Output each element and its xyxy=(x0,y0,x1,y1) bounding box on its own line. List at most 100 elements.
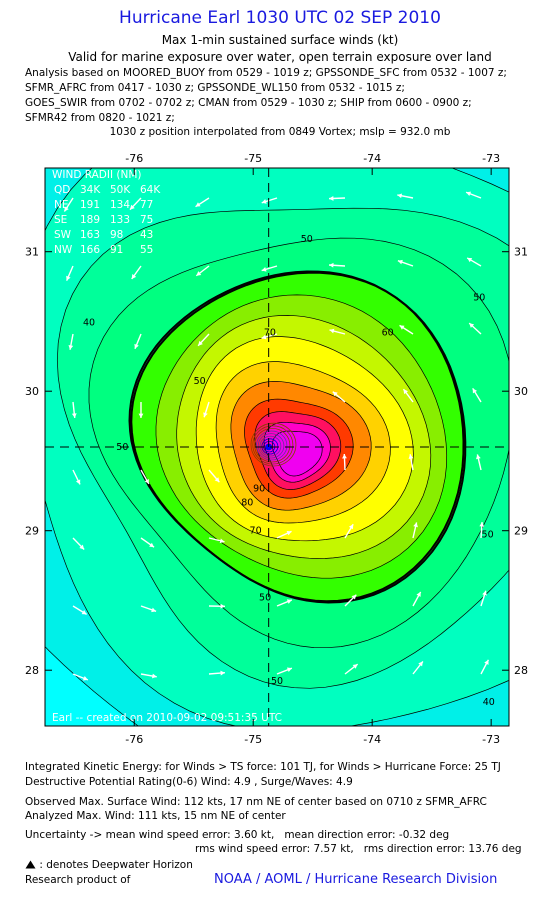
contour-label: 60 xyxy=(382,327,394,338)
wind-radii-cell: 133 xyxy=(110,214,130,226)
wind-radii-cell: 191 xyxy=(80,199,100,211)
wind-vector-head xyxy=(397,259,403,265)
chart-subtitle-2: Valid for marine exposure over water, op… xyxy=(68,50,492,64)
wind-radii-cell: SE xyxy=(54,214,67,226)
y-tick-label-right: 31 xyxy=(514,246,528,259)
wind-vector-head xyxy=(66,275,71,281)
wind-vector-head xyxy=(195,202,201,207)
x-tick-label-top: -75 xyxy=(244,152,262,165)
eye-contour xyxy=(257,433,285,459)
wind-vector-head xyxy=(64,206,69,212)
y-tick-label-left: 29 xyxy=(25,525,39,538)
wind-vector-head xyxy=(138,413,144,418)
uncertainty-line: Uncertainty -> mean wind speed error: 3.… xyxy=(25,829,449,841)
eye-contour xyxy=(256,430,288,461)
wind-vector-head xyxy=(467,257,473,263)
eye-contour xyxy=(261,438,279,455)
contour-label: 80 xyxy=(241,498,253,509)
wind-vectors xyxy=(63,191,490,681)
contour-label: 50 xyxy=(116,442,128,453)
y-tick-label-right: 29 xyxy=(514,525,528,538)
wind-radii-table: WIND RADII (NM) QD 34K 50K 64K NE 191 134 77 SE 1… xyxy=(52,169,161,256)
wind-vector-head xyxy=(261,199,267,204)
plot-frame xyxy=(44,167,510,727)
wind-radii-title: WIND RADII (NM) xyxy=(52,169,142,181)
x-tick-label-top: -73 xyxy=(482,152,500,165)
wind-radii-cell: SW xyxy=(54,229,72,241)
rms-speed: rms wind speed error: 7.57 kt, xyxy=(195,843,354,855)
contour-label: 50 xyxy=(194,376,206,387)
wind-radii-cell: 98 xyxy=(110,229,123,241)
wind-radii-cell: 134 xyxy=(110,199,130,211)
wind-vector-head xyxy=(75,479,81,485)
center-crosshair xyxy=(45,168,509,726)
position-note: 1030 z position interpolated from 0849 V… xyxy=(109,126,451,138)
wind-vector-head xyxy=(416,591,421,597)
wind-vector-head xyxy=(399,325,405,330)
wind-vector-head xyxy=(484,659,489,665)
contour-label: 50 xyxy=(259,592,271,603)
y-tick-label-left: 31 xyxy=(25,246,39,259)
wind-vector-head xyxy=(348,524,354,530)
wind-vector-head xyxy=(466,191,472,197)
wind-vector-head xyxy=(482,590,487,596)
y-tick-label-right: 30 xyxy=(514,385,528,398)
analysis-line: SFMR_AFRC from 0417 - 1030 z; GPSSONDE_W… xyxy=(25,82,405,94)
contour-label: 40 xyxy=(83,318,95,329)
x-tick-label-bottom: -73 xyxy=(482,733,500,746)
wind-vector-head xyxy=(479,522,485,527)
wind-radii-cell: NW xyxy=(54,244,73,256)
deepwater-horizon-icon xyxy=(25,860,36,869)
axis-ticks xyxy=(45,168,509,726)
wind-vector-head xyxy=(71,413,77,418)
wind-vector-head xyxy=(219,538,225,544)
contour-lines xyxy=(128,270,465,603)
wind-vector-head xyxy=(261,267,267,272)
wind-vector-head xyxy=(203,412,208,418)
contour-line-50 xyxy=(128,270,465,603)
wind-vector-head xyxy=(82,676,88,681)
chart-title: Hurricane Earl 1030 UTC 02 SEP 2010 xyxy=(119,8,441,28)
contour-fills xyxy=(45,168,509,726)
eye-contour xyxy=(254,428,291,463)
contour-label: 50 xyxy=(473,293,485,304)
axis-tick-labels: -76 -76 -75 -75 -74 -74 -73 -73 28 28 29 29 30 30 31 31 xyxy=(25,152,528,746)
dpr-line: Destructive Potential Rating(0-6) Wind: … xyxy=(25,776,353,788)
eye-contours xyxy=(250,422,297,467)
credit-text: Earl -- created on 2010-09-02 09:51:35 U… xyxy=(52,712,282,724)
wind-vector-head xyxy=(397,193,403,199)
wind-vector-head xyxy=(151,607,157,613)
x-tick-label-bottom: -76 xyxy=(125,733,143,746)
x-tick-label-bottom: -74 xyxy=(363,733,381,746)
analysis-line: SFMR42 from 0820 - 1021 z; xyxy=(25,112,175,124)
uncertainty-direction: mean direction error: -0.32 deg xyxy=(284,829,450,841)
analysis-line: Analysis based on MOORED_BUOY from 0529 … xyxy=(25,67,507,79)
wind-vector-head xyxy=(79,544,85,550)
rms-direction: rms direction error: 13.76 deg xyxy=(363,843,522,855)
wind-vector-head xyxy=(81,610,87,615)
wind-vector-head xyxy=(469,323,475,328)
wind-vector-head xyxy=(220,603,225,609)
wind-radii-cell: 50K xyxy=(110,184,131,196)
analyzed-max-line: Analyzed Max. Wind: 111 kts, 15 nm NE of… xyxy=(25,810,286,822)
contour-label: 50 xyxy=(271,676,283,687)
wind-vector-head xyxy=(476,454,481,460)
wind-vector-head xyxy=(342,454,347,459)
wind-vector-head xyxy=(472,388,478,394)
wind-vector-head xyxy=(261,334,267,340)
ike-line: Integrated Kinetic Energy: for Winds > T… xyxy=(25,761,501,773)
contour-label: 90 xyxy=(253,484,265,495)
wind-vector-head xyxy=(351,594,357,600)
wind-vector-head xyxy=(149,542,155,548)
org-link[interactable]: NOAA / AOML / Hurricane Research Divisio… xyxy=(214,872,498,887)
wind-vector-head xyxy=(332,391,338,397)
wind-radii-cell: 43 xyxy=(140,229,153,241)
wind-radii-cell: 34K xyxy=(80,184,101,196)
wind-vector-head xyxy=(286,531,292,536)
wind-radii-cell: 91 xyxy=(110,244,123,256)
uncertainty-speed: Uncertainty -> mean wind speed error: 3.… xyxy=(25,829,275,841)
wind-vector-head xyxy=(214,477,220,483)
wind-vector-head xyxy=(413,522,418,528)
